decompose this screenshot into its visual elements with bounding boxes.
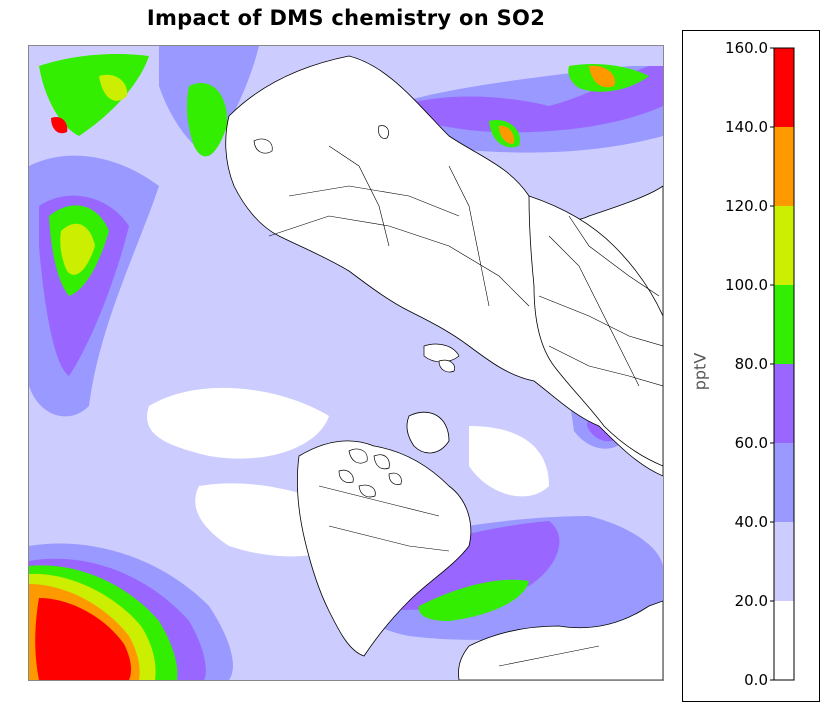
colorbar-bin-6 <box>774 127 794 206</box>
arctic-islands <box>253 125 460 498</box>
colorbar-tick-label: 20.0 <box>735 592 768 610</box>
africa-landmass <box>528 195 663 467</box>
colorbar-tick-label: 80.0 <box>735 355 768 373</box>
colorbar-bin-5 <box>774 206 794 285</box>
map-panel <box>28 45 664 681</box>
colorbar-tick-label: 60.0 <box>735 434 768 452</box>
colorbar-tick-label: 40.0 <box>735 513 768 531</box>
colorbar-tick-label: 120.0 <box>725 197 768 215</box>
colorbar-tick-label: 160.0 <box>725 40 768 57</box>
colorbar-panel <box>682 30 820 702</box>
greenland-landmass <box>406 411 450 454</box>
colorbar-bin-0 <box>774 601 794 680</box>
land-masses <box>225 55 663 680</box>
colorbar-bin-4 <box>774 285 794 364</box>
colorbar-tick-label: 0.0 <box>744 671 768 689</box>
red-zones <box>35 116 132 680</box>
colorbar-bin-3 <box>774 364 794 443</box>
colorbar-tick-label: 100.0 <box>725 276 768 294</box>
colorbar-tick-label: 140.0 <box>725 118 768 136</box>
so2-map <box>29 46 663 680</box>
colorbar-bin-7 <box>774 48 794 127</box>
political-borders <box>268 145 663 667</box>
colorbar-bin-1 <box>774 522 794 601</box>
south-america-landmass <box>458 600 663 680</box>
eurasia-landmass <box>225 55 663 477</box>
north-america-landmass <box>296 440 472 657</box>
colorbar-bin-2 <box>774 443 794 522</box>
map-title: Impact of DMS chemistry on SO2 <box>146 6 546 30</box>
colorbar: 160.0 140.0 120.0 100.0 80.0 60.0 40.0 20.0 0.0 <box>725 40 795 689</box>
